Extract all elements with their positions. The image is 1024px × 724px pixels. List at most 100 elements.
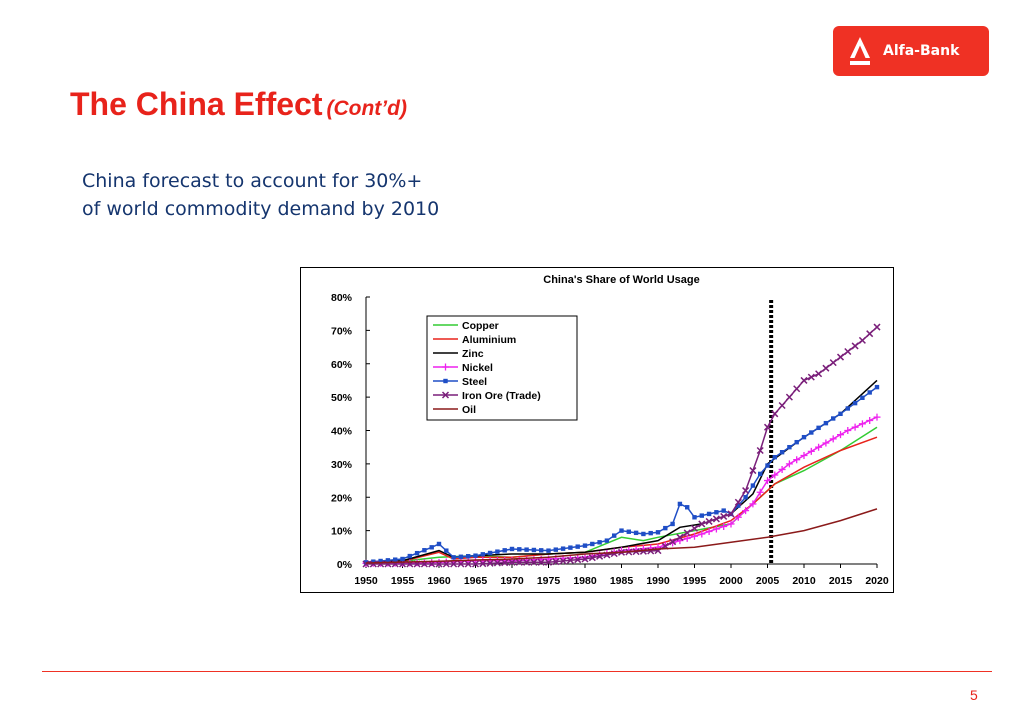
series-point-iron-ore-trade bbox=[508, 558, 516, 566]
series-point-steel bbox=[809, 430, 814, 435]
legend-label-iron-ore-trade: Iron Ore (Trade) bbox=[462, 390, 541, 402]
series-point-steel bbox=[612, 533, 617, 538]
series-point-nickel bbox=[807, 447, 815, 455]
series-point-iron-ore-trade bbox=[822, 364, 830, 372]
series-point-steel bbox=[860, 395, 865, 400]
series-point-steel bbox=[531, 547, 537, 553]
series-point-steel bbox=[546, 548, 551, 553]
series-point-iron-ore-trade bbox=[698, 520, 706, 528]
series-point-steel bbox=[429, 545, 434, 550]
series-point-steel bbox=[648, 530, 653, 536]
series-point-steel bbox=[794, 439, 799, 445]
legend-label-oil: Oil bbox=[462, 404, 476, 416]
series-point-iron-ore-trade bbox=[756, 446, 764, 455]
series-point-steel bbox=[787, 444, 792, 450]
series-point-steel bbox=[444, 548, 449, 553]
series-point-iron-ore-trade bbox=[734, 498, 742, 506]
slide-title-suffix: (Cont’d) bbox=[326, 97, 407, 120]
series-point-nickel bbox=[698, 530, 706, 538]
series-point-iron-ore-trade bbox=[800, 376, 808, 384]
series-point-steel bbox=[517, 547, 522, 552]
series-point-iron-ore-trade bbox=[537, 558, 545, 566]
series-point-iron-ore-trade bbox=[442, 560, 450, 568]
series-point-iron-ore-trade bbox=[574, 556, 582, 564]
series-point-iron-ore-trade bbox=[720, 512, 728, 520]
series-line-oil bbox=[365, 508, 878, 564]
legend-label-copper: Copper bbox=[462, 320, 499, 332]
x-tick-label: 2010 bbox=[792, 575, 816, 587]
series-point-nickel bbox=[712, 525, 720, 533]
series-point-steel bbox=[524, 547, 529, 552]
x-tick-label: 1985 bbox=[610, 575, 634, 587]
logo-text: Alfa-Bank bbox=[883, 43, 960, 59]
series-point-steel bbox=[874, 384, 880, 390]
series-point-iron-ore-trade bbox=[552, 558, 560, 566]
series-point-nickel bbox=[727, 520, 735, 528]
y-tick-label: 80% bbox=[331, 292, 353, 304]
series-point-nickel bbox=[785, 460, 793, 468]
series-point-iron-ore-trade bbox=[523, 558, 531, 566]
series-point-steel bbox=[838, 411, 843, 417]
slide-title: The China Effect (Cont’d) bbox=[70, 86, 407, 123]
series-point-iron-ore-trade bbox=[676, 533, 684, 541]
series-point-steel bbox=[400, 556, 405, 562]
footer-divider bbox=[42, 671, 992, 672]
series-point-steel bbox=[721, 508, 726, 513]
series-point-steel bbox=[422, 548, 427, 553]
series-point-nickel bbox=[858, 420, 866, 428]
series-point-iron-ore-trade bbox=[873, 323, 881, 331]
series-point-nickel bbox=[837, 431, 844, 439]
series-point-iron-ore-trade bbox=[486, 559, 494, 567]
series-point-steel bbox=[867, 390, 872, 395]
series-point-steel bbox=[502, 548, 507, 553]
y-tick-label: 20% bbox=[331, 492, 353, 504]
page-number: 5 bbox=[970, 687, 978, 703]
series-point-iron-ore-trade bbox=[566, 556, 574, 564]
series-point-steel bbox=[480, 552, 485, 557]
series-point-iron-ore-trade bbox=[559, 557, 567, 565]
series-point-iron-ore-trade bbox=[844, 347, 852, 356]
x-tick-label: 2015 bbox=[829, 575, 853, 587]
x-tick-label: 1970 bbox=[500, 575, 524, 587]
series-point-iron-ore-trade bbox=[530, 558, 538, 566]
series-point-nickel bbox=[771, 471, 779, 479]
series-point-iron-ore-trade bbox=[450, 560, 458, 568]
subtitle-line-2: of world commodity demand by 2010 bbox=[82, 198, 440, 220]
chart-frame: China's Share of World Usage 0% 10% 20% 30% 4… bbox=[300, 267, 894, 593]
series-point-iron-ore-trade bbox=[471, 560, 480, 568]
series-point-iron-ore-trade bbox=[683, 529, 691, 537]
series-point-steel bbox=[750, 483, 756, 488]
series-point-steel bbox=[626, 529, 631, 534]
series-point-nickel bbox=[822, 439, 830, 447]
series-point-iron-ore-trade bbox=[690, 524, 699, 532]
legend-label-zinc: Zinc bbox=[462, 348, 484, 360]
series-point-steel bbox=[772, 455, 777, 460]
series-point-steel bbox=[641, 531, 646, 537]
series-point-steel bbox=[677, 501, 683, 507]
series-point-steel bbox=[655, 530, 661, 535]
series-point-iron-ore-trade bbox=[464, 560, 472, 568]
series-line-aluminium bbox=[365, 436, 878, 564]
legend: Copper Aluminium Zinc Nickel Steel Iron Ore (… bbox=[426, 315, 578, 421]
chart-title: China's Share of World Usage bbox=[543, 274, 699, 286]
series-point-iron-ore-trade bbox=[369, 560, 377, 568]
series-point-iron-ore-trade bbox=[763, 423, 772, 431]
series-point-steel bbox=[633, 530, 639, 536]
series-point-nickel bbox=[764, 477, 771, 485]
series-point-steel bbox=[779, 449, 785, 455]
series-point-iron-ore-trade bbox=[742, 487, 750, 495]
series-point-iron-ore-trade bbox=[749, 467, 757, 475]
series-point-nickel bbox=[756, 488, 764, 496]
series-point-iron-ore-trade bbox=[866, 330, 874, 338]
series-point-nickel bbox=[778, 465, 786, 473]
series-point-iron-ore-trade bbox=[544, 558, 553, 566]
series-point-steel bbox=[597, 540, 602, 545]
x-tick-label: 2000 bbox=[719, 575, 743, 587]
series-point-iron-ore-trade bbox=[588, 554, 596, 562]
series-point-steel bbox=[414, 550, 420, 556]
y-tick-label: 40% bbox=[331, 426, 353, 438]
series-point-iron-ore-trade bbox=[815, 370, 823, 378]
series-point-steel bbox=[845, 406, 850, 411]
legend-label-aluminium: Aluminium bbox=[462, 334, 516, 346]
series-point-steel bbox=[582, 543, 588, 548]
